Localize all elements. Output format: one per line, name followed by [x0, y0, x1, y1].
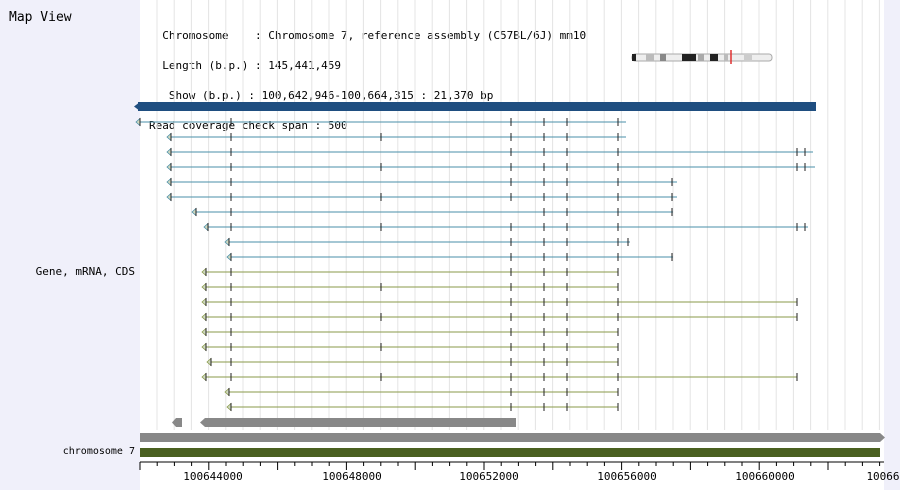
cds-start-arrow [201, 282, 207, 292]
cds-start-arrow [201, 327, 207, 337]
ruler-label: 100648000 [322, 470, 382, 483]
right-margin-strip [884, 0, 900, 490]
cds-start-arrow [201, 342, 207, 352]
mrna-start-arrow [166, 147, 172, 157]
chromosome-track-label: chromosome 7 [62, 446, 135, 457]
info-header: Chromosome : Chromosome 7, reference ass… [149, 11, 586, 141]
ruler-label: 10066 [866, 470, 900, 483]
ideogram-band [682, 54, 696, 61]
mrna-start-arrow [191, 207, 197, 217]
ideogram-band [724, 54, 728, 61]
cds-start-arrow [201, 267, 207, 277]
mrna-start-arrow [166, 132, 172, 142]
mrna-start-arrow [166, 177, 172, 187]
cds-start-arrow [226, 402, 232, 412]
ideogram-band [646, 54, 654, 61]
mrna-start-arrow [166, 192, 172, 202]
gray-full-span-bar [140, 433, 885, 442]
cds-start-arrow [201, 372, 207, 382]
map-view-title: Map View [9, 10, 72, 25]
mrna-start-arrow [226, 252, 232, 262]
gray-feature-large [200, 418, 516, 427]
ruler-label: 100656000 [597, 470, 657, 483]
ideogram-band [698, 54, 704, 61]
show-range-info: Show (b.p.) : 100,642,946-100,664,315 : … [149, 89, 494, 102]
length-info: Length (b.p.) : 145,441,459 [149, 59, 342, 72]
mrna-start-arrow [166, 162, 172, 172]
ruler-label: 100644000 [183, 470, 243, 483]
ideogram-band [744, 54, 752, 61]
ideogram-band [660, 54, 666, 61]
gene-bar [138, 102, 816, 111]
chromosome-bar [140, 448, 880, 457]
track-label-gene-mrna-cds: Gene, mRNA, CDS [35, 265, 135, 278]
ruler-label: 100652000 [459, 470, 519, 483]
mrna-start-arrow [203, 222, 209, 232]
cds-start-arrow [201, 297, 207, 307]
ideogram-band [710, 54, 718, 61]
map-panel: Map View Gene, mRNA, CDS chromosome 7 [0, 0, 140, 490]
ruler-label: 100660000 [735, 470, 795, 483]
ideogram-band [632, 54, 636, 61]
cds-start-arrow [201, 312, 207, 322]
chromosome-info: Chromosome : Chromosome 7, reference ass… [149, 29, 587, 42]
mrna-start-arrow [135, 117, 141, 127]
gray-feature-small [172, 418, 182, 427]
gene-strand-arrow [134, 102, 140, 111]
